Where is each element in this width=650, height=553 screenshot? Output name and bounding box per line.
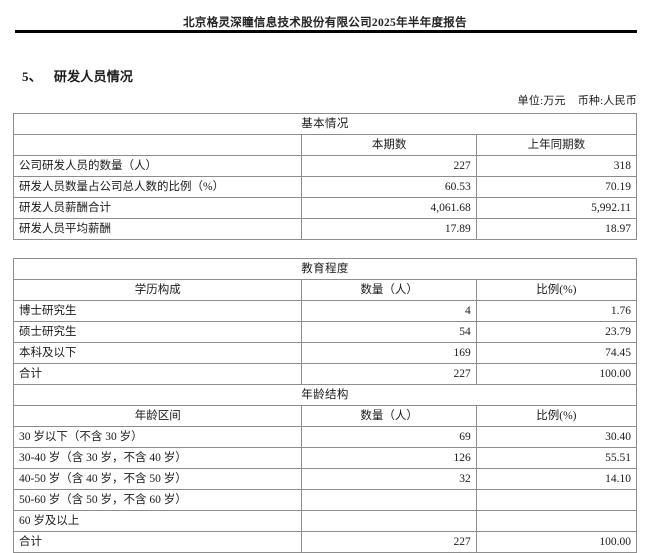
table-row-band-title: 教育程度 [13, 258, 637, 280]
row-label: 50-60 岁（含 50 岁，不含 60 岁） [12, 489, 303, 511]
row-previous: 18.97 [475, 218, 638, 240]
section-heading: 5、 研发人员情况 [22, 66, 133, 85]
age-header-label: 年龄区间 [12, 405, 303, 427]
row-label: 公司研发人员的数量（人） [12, 155, 303, 177]
row-count: 227 [301, 531, 477, 553]
row-count: 69 [301, 426, 477, 448]
row-label: 研发人员数量占公司总人数的比例（%） [12, 176, 303, 198]
basic-header-label [12, 134, 303, 156]
table-row: 30 岁以下（不含 30 岁） 69 30.40 [12, 426, 638, 448]
table-row-total: 合计 227 100.00 [12, 531, 638, 553]
education-and-age-table: 教育程度 学历构成 数量（人） 比例(%) 博士研究生 4 1.76 硕士研究生… [12, 258, 638, 553]
row-ratio: 1.76 [475, 300, 638, 322]
row-count: 227 [301, 363, 477, 385]
table-row-total: 合计 227 100.00 [12, 363, 638, 385]
row-label: 合计 [12, 363, 303, 385]
row-label: 博士研究生 [12, 300, 303, 322]
row-ratio: 55.51 [475, 447, 638, 469]
row-ratio [475, 489, 638, 511]
row-count: 126 [301, 447, 477, 469]
basic-band-title: 基本情况 [13, 113, 637, 135]
table-row-band-title: 年龄结构 [13, 384, 637, 406]
age-header-count: 数量（人） [301, 405, 477, 427]
education-header-label: 学历构成 [12, 279, 303, 301]
table-row-header: 学历构成 数量（人） 比例(%) [12, 279, 638, 301]
header-divider-rule [15, 30, 637, 33]
row-count: 169 [301, 342, 477, 364]
row-label: 40-50 岁（含 40 岁，不含 50 岁） [12, 468, 303, 490]
row-label: 合计 [12, 531, 303, 553]
row-ratio: 30.40 [475, 426, 638, 448]
row-ratio: 23.79 [475, 321, 638, 343]
education-header-count: 数量（人） [301, 279, 477, 301]
table-row: 40-50 岁（含 40 岁，不含 50 岁） 32 14.10 [12, 468, 638, 490]
education-band-title: 教育程度 [13, 258, 637, 280]
running-header-title: 北京格灵深瞳信息技术股份有限公司2025年半年度报告 [183, 17, 467, 29]
unit-label: 单位:万元 [517, 95, 566, 107]
row-label: 研发人员平均薪酬 [12, 218, 303, 240]
table-row-header: 本期数 上年同期数 [12, 134, 638, 156]
row-previous: 318 [475, 155, 638, 177]
row-ratio: 74.45 [475, 342, 638, 364]
row-count: 32 [301, 468, 477, 490]
section-number: 5、 [22, 69, 42, 84]
row-label: 30 岁以下（不含 30 岁） [12, 426, 303, 448]
row-count: 54 [301, 321, 477, 343]
section-title: 研发人员情况 [53, 69, 134, 84]
table-row: 公司研发人员的数量（人） 227 318 [12, 155, 638, 177]
currency-label: 币种:人民币 [577, 95, 637, 107]
basic-header-current: 本期数 [301, 134, 477, 156]
row-ratio: 100.00 [475, 531, 638, 553]
row-label: 研发人员薪酬合计 [12, 197, 303, 219]
row-previous: 70.19 [475, 176, 638, 198]
table-row: 30-40 岁（含 30 岁，不含 40 岁） 126 55.51 [12, 447, 638, 469]
education-header-ratio: 比例(%) [475, 279, 638, 301]
row-current: 4,061.68 [301, 197, 477, 219]
basic-situation-table: 基本情况 本期数 上年同期数 公司研发人员的数量（人） 227 318 研发人员… [12, 113, 638, 240]
table-row: 研发人员薪酬合计 4,061.68 5,992.11 [12, 197, 638, 219]
row-ratio: 14.10 [475, 468, 638, 490]
unit-currency-note: 单位:万元 币种:人民币 [518, 92, 637, 108]
table-row: 硕士研究生 54 23.79 [12, 321, 638, 343]
row-current: 60.53 [301, 176, 477, 198]
row-label: 本科及以下 [12, 342, 303, 364]
age-header-ratio: 比例(%) [475, 405, 638, 427]
table-row: 60 岁及以上 [12, 510, 638, 532]
row-label: 30-40 岁（含 30 岁，不含 40 岁） [12, 447, 303, 469]
table-row: 本科及以下 169 74.45 [12, 342, 638, 364]
row-count: 4 [301, 300, 477, 322]
table-row: 研发人员平均薪酬 17.89 18.97 [12, 218, 638, 240]
row-ratio [475, 510, 638, 532]
table-row: 博士研究生 4 1.76 [12, 300, 638, 322]
table-row: 研发人员数量占公司总人数的比例（%） 60.53 70.19 [12, 176, 638, 198]
age-band-title: 年龄结构 [13, 384, 637, 406]
row-count [301, 489, 477, 511]
row-ratio: 100.00 [475, 363, 638, 385]
basic-header-previous: 上年同期数 [475, 134, 638, 156]
row-current: 227 [301, 155, 477, 177]
row-current: 17.89 [301, 218, 477, 240]
table-row: 50-60 岁（含 50 岁，不含 60 岁） [12, 489, 638, 511]
row-label: 硕士研究生 [12, 321, 303, 343]
row-label: 60 岁及以上 [12, 510, 303, 532]
table-row-band-title: 基本情况 [13, 113, 637, 135]
row-previous: 5,992.11 [475, 197, 638, 219]
table-row-header: 年龄区间 数量（人） 比例(%) [12, 405, 638, 427]
row-count [301, 510, 477, 532]
